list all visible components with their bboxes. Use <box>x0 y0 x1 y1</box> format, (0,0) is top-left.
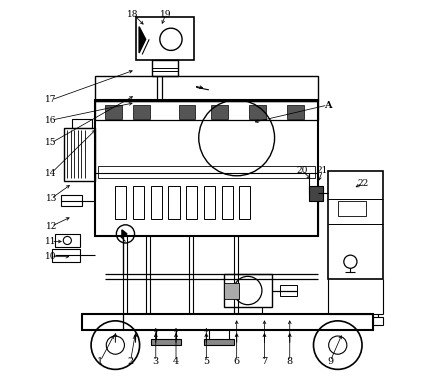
Text: 11: 11 <box>45 237 57 246</box>
Bar <box>64 128 95 181</box>
Bar <box>61 195 82 206</box>
Bar <box>328 171 383 279</box>
Bar <box>280 285 297 296</box>
Text: 9: 9 <box>327 357 333 366</box>
Bar <box>239 186 250 219</box>
Bar <box>287 105 304 119</box>
Text: 3: 3 <box>153 357 159 366</box>
Bar <box>249 105 266 119</box>
Text: 10: 10 <box>45 252 57 261</box>
Text: 5: 5 <box>203 357 210 366</box>
Bar <box>136 16 194 60</box>
Text: 4: 4 <box>173 357 179 366</box>
Bar <box>95 100 318 236</box>
Text: 15: 15 <box>45 138 57 147</box>
Bar <box>151 339 181 345</box>
Bar <box>115 186 126 219</box>
Bar <box>338 201 365 216</box>
Text: 22: 22 <box>358 179 369 188</box>
Bar <box>95 101 318 120</box>
Text: 16: 16 <box>45 116 57 125</box>
Bar <box>373 317 383 325</box>
Bar <box>133 105 150 119</box>
Bar <box>95 76 318 101</box>
Text: A: A <box>324 100 331 109</box>
Bar <box>224 283 239 299</box>
Polygon shape <box>139 27 146 53</box>
Bar <box>151 186 162 219</box>
Bar <box>152 60 178 76</box>
Text: 2: 2 <box>128 357 134 366</box>
Bar <box>309 186 323 201</box>
Bar <box>72 119 92 128</box>
Bar <box>204 186 215 219</box>
Bar <box>97 166 315 178</box>
Text: 14: 14 <box>45 169 57 178</box>
Bar <box>133 186 144 219</box>
Bar <box>204 339 234 345</box>
Text: 20: 20 <box>297 166 308 175</box>
Text: 6: 6 <box>233 357 240 366</box>
Text: 19: 19 <box>160 9 171 18</box>
Text: 12: 12 <box>46 222 57 231</box>
Text: 17: 17 <box>45 96 57 104</box>
Bar <box>186 186 197 219</box>
Text: 1: 1 <box>97 357 103 366</box>
Text: 21: 21 <box>317 166 328 175</box>
Bar <box>168 186 179 219</box>
Text: 7: 7 <box>261 357 268 366</box>
Bar <box>179 105 195 119</box>
Bar <box>211 105 228 119</box>
Bar <box>82 314 373 330</box>
Bar <box>222 186 233 219</box>
Bar <box>105 105 122 119</box>
Text: 13: 13 <box>46 194 57 203</box>
Bar <box>52 249 80 262</box>
Bar <box>54 234 80 247</box>
Text: 18: 18 <box>127 9 139 18</box>
Text: 8: 8 <box>287 357 293 366</box>
Bar <box>224 274 272 307</box>
Polygon shape <box>122 230 127 238</box>
